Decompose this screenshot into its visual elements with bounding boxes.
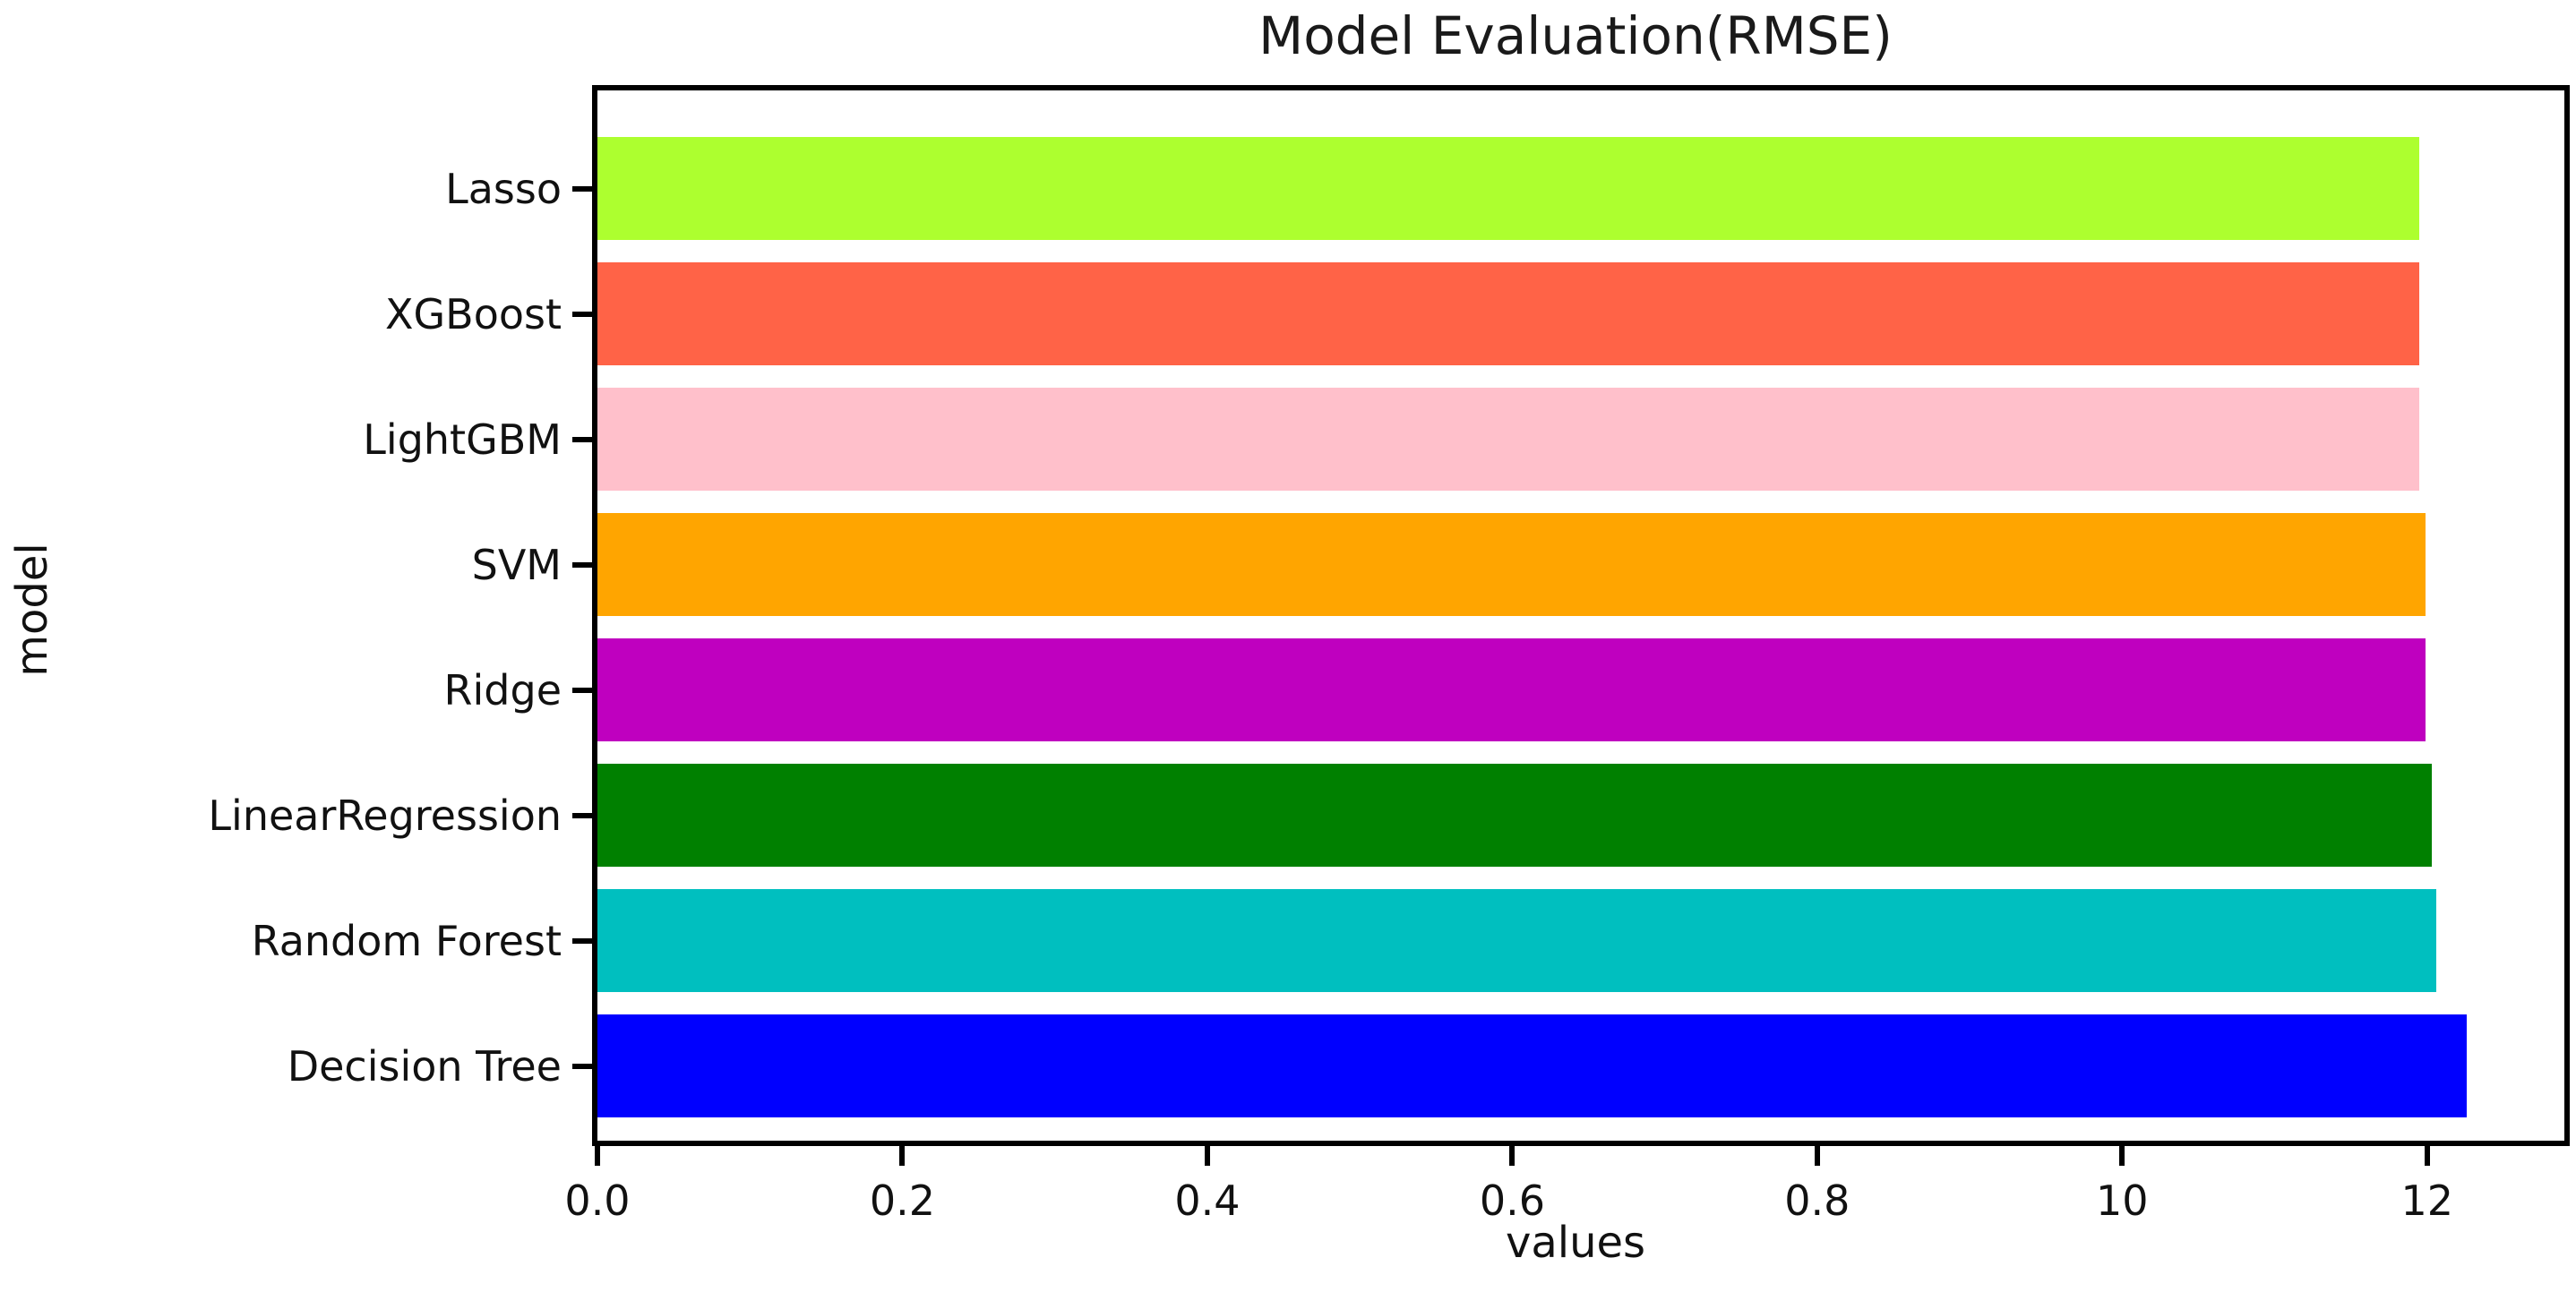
y-tick-mark: [572, 687, 592, 693]
bar-random-forest: [597, 889, 2436, 992]
x-tick-label: 0.2: [869, 1176, 936, 1225]
bar-linearregression: [597, 764, 2432, 867]
x-tick-label: 12: [2400, 1176, 2454, 1225]
x-tick-mark: [1204, 1146, 1210, 1166]
y-tick-mark: [572, 561, 592, 568]
bar-xgboost: [597, 262, 2420, 365]
y-tick-label-lightgbm: LightGBM: [363, 415, 562, 464]
x-tick-mark: [2119, 1146, 2125, 1166]
x-tick-label: 10: [2096, 1176, 2149, 1225]
bar-ridge: [597, 638, 2426, 741]
x-tick-label: 0.4: [1174, 1176, 1241, 1225]
bar-lasso: [597, 137, 2420, 240]
y-tick-label-linearregression: LinearRegression: [208, 791, 562, 840]
y-tick-label-lasso: Lasso: [445, 164, 562, 213]
y-tick-mark: [572, 937, 592, 944]
y-tick-label-ridge: Ridge: [443, 665, 562, 714]
y-tick-label-xgboost: XGBoost: [384, 289, 562, 338]
x-tick-mark: [1509, 1146, 1516, 1166]
x-axis-label: values: [1505, 1218, 1646, 1268]
y-axis-label: model: [7, 543, 57, 677]
x-tick-mark: [2424, 1146, 2430, 1166]
y-tick-label-random-forest: Random Forest: [251, 916, 562, 965]
y-tick-label-decision-tree: Decision Tree: [287, 1041, 562, 1091]
x-tick-mark: [899, 1146, 906, 1166]
x-tick-label: 0.6: [1479, 1176, 1545, 1225]
bar-svm: [597, 513, 2426, 616]
x-tick-label: 0.0: [564, 1176, 631, 1225]
x-tick-mark: [595, 1146, 600, 1166]
y-tick-mark: [572, 311, 592, 317]
y-tick-mark: [572, 1063, 592, 1069]
plot-area: Lasso XGBoost LightGBM SVM Ridge LinearRegres…: [208, 85, 2570, 1225]
x-tick-label: 0.8: [1784, 1176, 1850, 1225]
y-tick-mark: [572, 436, 592, 442]
y-tick-label-svm: SVM: [471, 540, 562, 589]
y-tick-mark: [572, 812, 592, 818]
bar-lightgbm: [597, 388, 2420, 491]
y-tick-mark: [572, 185, 592, 192]
chart-title: Model Evaluation(RMSE): [1258, 5, 1893, 66]
bar-decision-tree: [597, 1014, 2468, 1117]
x-tick-mark: [1814, 1146, 1820, 1166]
